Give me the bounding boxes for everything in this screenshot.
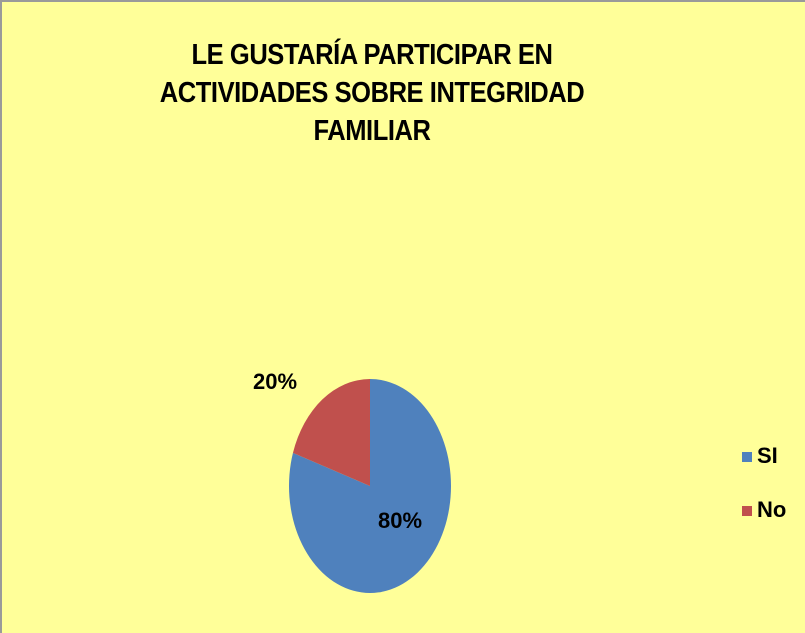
legend-label: SI bbox=[757, 443, 778, 468]
legend-label: No bbox=[757, 497, 786, 522]
chart-title: LE GUSTARÍA PARTICIPAR EN ACTIVIDADES SO… bbox=[159, 39, 585, 147]
pie-slice bbox=[292, 379, 370, 486]
legend-swatch bbox=[742, 452, 752, 462]
legend-swatch bbox=[742, 506, 752, 516]
data-label: 20% bbox=[253, 369, 297, 394]
data-label: 80% bbox=[378, 508, 422, 533]
